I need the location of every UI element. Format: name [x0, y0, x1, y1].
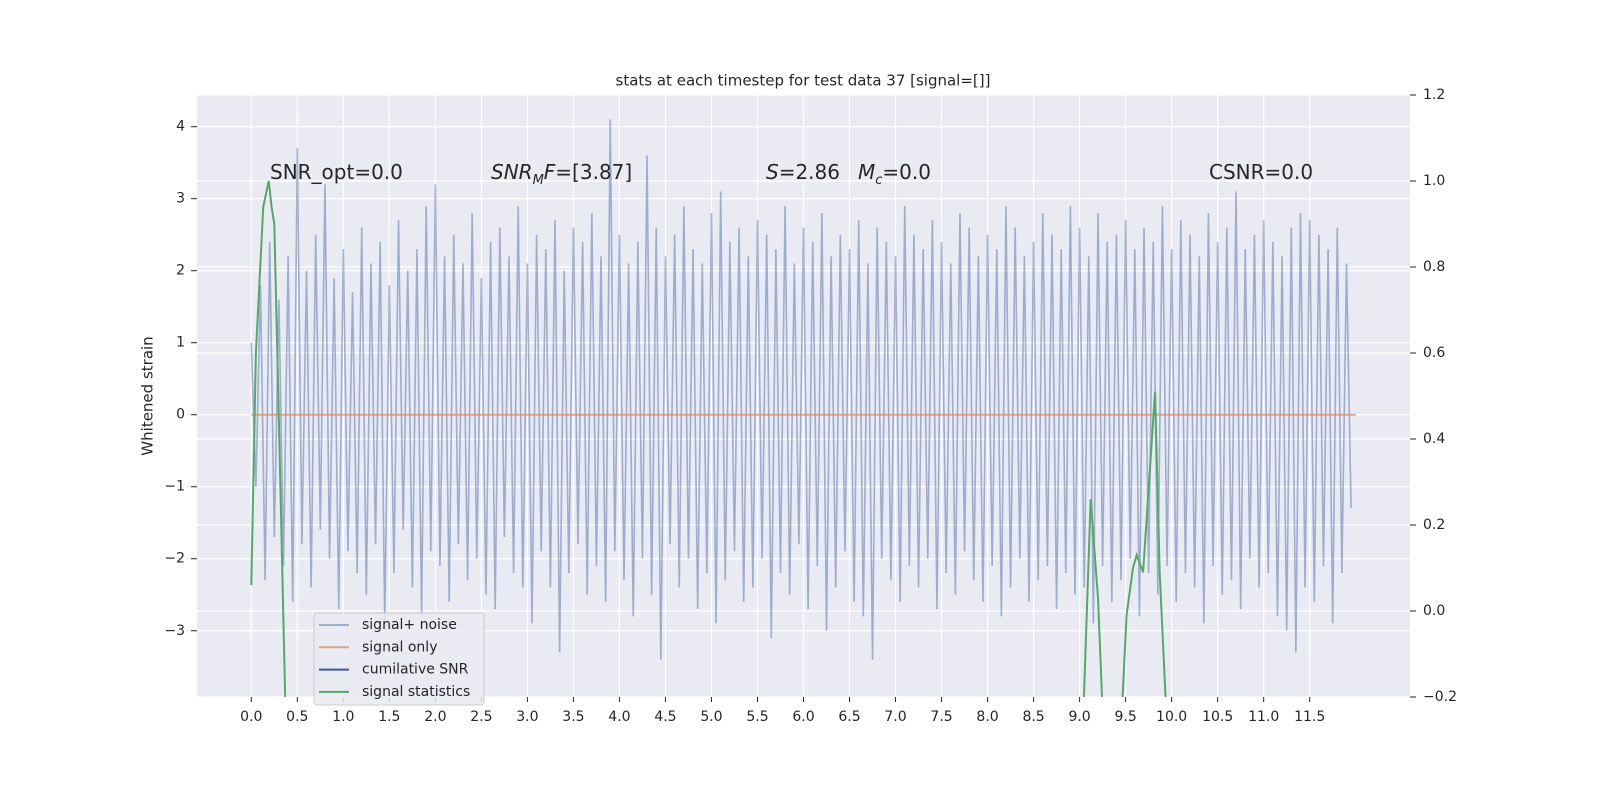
x-tick-label: 4.0	[608, 709, 630, 725]
y-tick-label: 2	[176, 263, 185, 279]
x-tick-label: 8.5	[1022, 709, 1044, 725]
annotation-part: S	[766, 160, 779, 184]
annotation-part: M	[858, 160, 875, 184]
annotation-part: CSNR=0.0	[1209, 160, 1313, 184]
annotation: Mc=0.0	[858, 160, 931, 189]
annotation-part: SNR	[491, 160, 533, 184]
annotation-part: M	[533, 173, 544, 188]
y2-tick-label: 1.0	[1423, 173, 1445, 189]
x-tick-label: 7.5	[930, 709, 952, 725]
legend-label: signal+ noise	[362, 617, 457, 633]
chart-title: stats at each timestep for test data 37 …	[616, 72, 991, 90]
legend-box	[313, 612, 485, 706]
y-tick-label: 1	[176, 335, 185, 351]
x-tick-label: 6.5	[838, 709, 860, 725]
overlay: 0.0 0.5 1.0 1.5 2.0 2.5 3.0 3.5 4.0 4.5 5.0 5.5 6.0 6…	[164, 87, 1457, 725]
y2-tick-label: 0.0	[1423, 603, 1445, 619]
x-tick-label: 0.0	[240, 709, 262, 725]
annotation-part: =2.86	[779, 160, 840, 184]
y2-tick-label: 1.2	[1423, 87, 1445, 103]
y2-tick-label: 0.8	[1423, 259, 1445, 275]
lines	[250, 119, 1356, 697]
x-tick-label: 9.0	[1068, 709, 1090, 725]
x-tick-label: 11.0	[1248, 709, 1279, 725]
y-tick-label: −2	[164, 551, 185, 567]
x-tick-label: 3.5	[562, 709, 584, 725]
x-tick-label: 2.5	[470, 709, 492, 725]
annotation: S=2.86	[766, 160, 840, 184]
x-tick-label: 5.0	[700, 709, 722, 725]
x-tick-label: 1.0	[332, 709, 354, 725]
x-tick-label: 7.0	[884, 709, 906, 725]
y-axis-label: Whitened strain	[139, 336, 157, 455]
y2-tick-label: 0.2	[1423, 517, 1445, 533]
series-line	[250, 119, 1352, 660]
annotation-part: =0.0	[882, 160, 931, 184]
annotation-part: =[3.87]	[555, 160, 632, 184]
y-tick-label: 0	[176, 407, 185, 423]
x-tick-label: 0.5	[286, 709, 308, 725]
x-tick-label: 8.0	[976, 709, 998, 725]
y-tick-label: −3	[164, 623, 185, 639]
y2-tick-label: −0.2	[1423, 689, 1457, 705]
x-tick-label: 2.0	[424, 709, 446, 725]
annotation: SNRMF=[3.87]	[491, 160, 632, 189]
y-tick-label: 4	[176, 119, 185, 135]
legend-label: signal only	[362, 639, 437, 655]
x-tick-label: 3.0	[516, 709, 538, 725]
annotation: CSNR=0.0	[1209, 160, 1313, 184]
x-tick-label: 1.5	[378, 709, 400, 725]
series-line	[250, 180, 1167, 697]
x-tick-label: 10.5	[1202, 709, 1233, 725]
x-tick-label: 10.0	[1156, 709, 1187, 725]
y-tick-label: 3	[176, 191, 185, 207]
annotation-part: c	[875, 173, 882, 188]
annotation-part: SNR_opt=0.0	[270, 160, 403, 184]
y2-tick-label: 0.6	[1423, 345, 1445, 361]
annotation: SNR_opt=0.0	[270, 160, 403, 184]
x-tick-label: 11.5	[1294, 709, 1325, 725]
legend-label: cumilative SNR	[362, 662, 469, 678]
annotation-part: F	[544, 160, 556, 184]
x-tick-label: 4.5	[654, 709, 676, 725]
x-tick-label: 9.5	[1114, 709, 1136, 725]
legend-label: signal statistics	[362, 684, 470, 700]
y2-tick-label: 0.4	[1423, 431, 1445, 447]
x-tick-label: 6.0	[792, 709, 814, 725]
y-tick-label: −1	[164, 479, 185, 495]
x-tick-label: 5.5	[746, 709, 768, 725]
